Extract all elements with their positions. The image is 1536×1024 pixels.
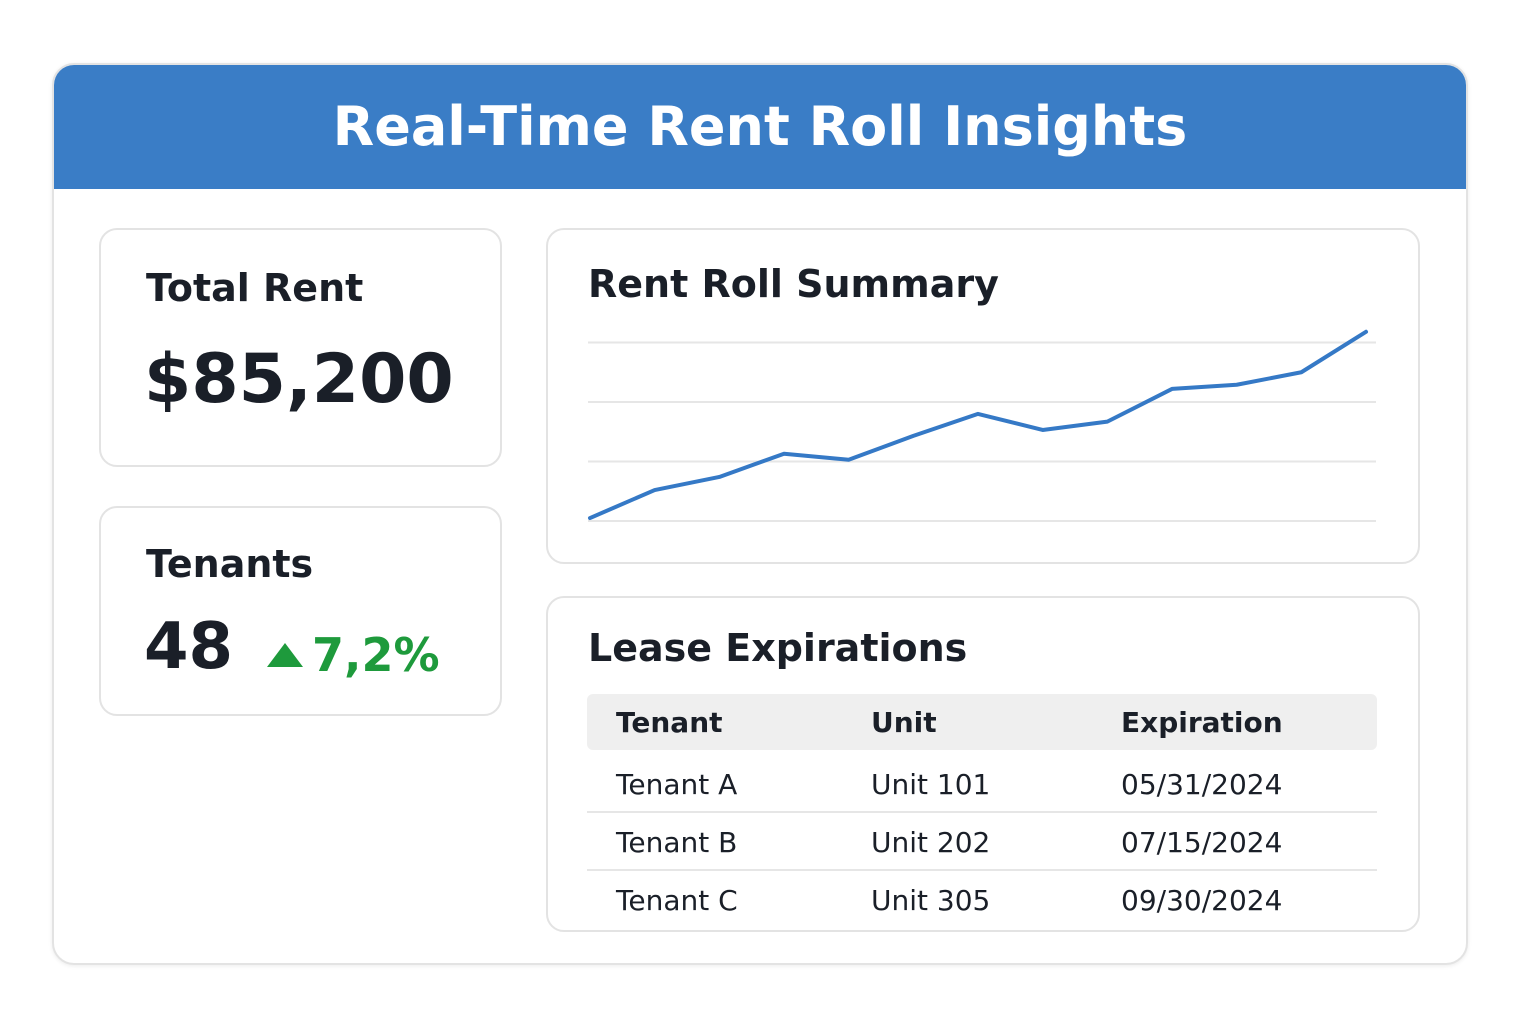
card-label: Tenants xyxy=(146,542,314,586)
table-cell: 09/30/2024 xyxy=(1121,884,1283,917)
table-cell: Tenant A xyxy=(616,768,738,801)
column-header: Tenant xyxy=(616,706,723,739)
lease-card: Lease Expirations Tenant Unit Expiration Te… xyxy=(546,596,1420,932)
card-value: 48 xyxy=(144,610,234,684)
table-cell: Tenant C xyxy=(616,884,738,917)
table-title: Lease Expirations xyxy=(588,626,968,670)
card-value: $85,200 xyxy=(144,340,454,419)
up-arrow xyxy=(267,643,303,667)
column-header: Expiration xyxy=(1121,706,1283,739)
table-header-row xyxy=(587,694,1377,750)
row-separator xyxy=(587,869,1377,871)
chart-card: Rent Roll Summary xyxy=(546,228,1420,564)
total-rent-card: Total Rent $85,200 xyxy=(99,228,502,467)
line-chart xyxy=(588,329,1376,522)
column-header: Unit xyxy=(871,706,937,739)
table-cell: 05/31/2024 xyxy=(1121,768,1283,801)
table-cell: Unit 101 xyxy=(871,768,991,801)
table-cell: Tenant B xyxy=(616,826,738,859)
card-label: Total Rent xyxy=(146,266,364,310)
row-separator xyxy=(587,811,1377,813)
table-cell: Unit 305 xyxy=(871,884,991,917)
line-series xyxy=(588,329,1368,521)
chart-title: Rent Roll Summary xyxy=(588,262,999,306)
table: Tenant Unit Expiration Tenant A Unit 101 05/3… xyxy=(548,598,1418,930)
change-value: 7,2% xyxy=(312,628,440,682)
tenants-card: Tenants 48 7,2% xyxy=(99,506,502,716)
table-cell: Unit 202 xyxy=(871,826,991,859)
table-cell: 07/15/2024 xyxy=(1121,826,1283,859)
header-title: Real-Time Rent Roll Insights xyxy=(54,65,1466,189)
